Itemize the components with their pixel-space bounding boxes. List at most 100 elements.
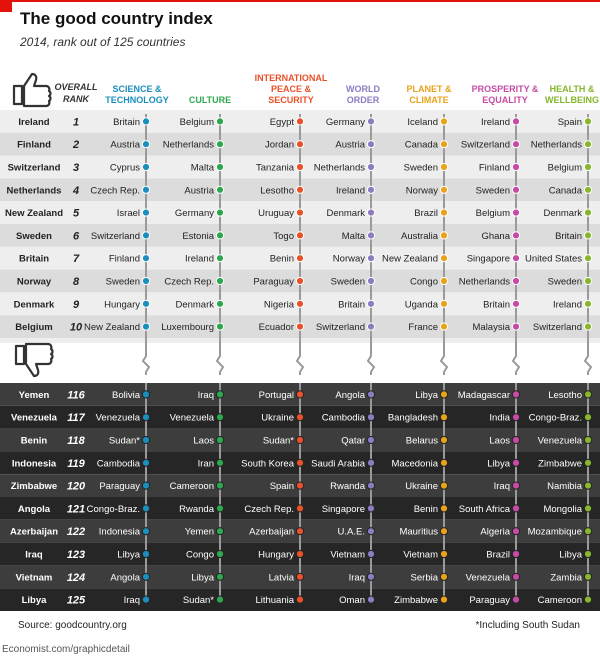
chart-title: The good country index [20,9,213,28]
top-dot-health [583,231,593,240]
bottom-rank: 122 [67,526,85,538]
bottom-dot-science [141,413,151,422]
bottom-entry-world: Angola [335,390,365,401]
top-country-name: Sweden [16,231,52,242]
category-header-culture: CULTURE [189,95,231,105]
top-entry-international: Ecuador [259,322,294,333]
top-dot-science [141,276,151,286]
bottom-entry-planet: Benin [414,504,438,515]
bottom-dot-culture [215,435,225,445]
top-entry-planet: Australia [401,231,439,242]
bottom-dot-world [366,481,376,490]
bottom-entry-science: Sudan* [109,436,140,447]
top-entry-world: Malta [342,231,366,242]
top-country-name: Belgium [15,322,52,333]
bottom-entry-culture: Rwanda [179,504,215,515]
top-entry-culture: Germany [175,208,214,219]
top-dot-international [295,162,305,172]
top-entry-science: Finland [109,254,140,265]
bottom-dot-international [295,413,305,422]
top-rule [0,0,600,2]
top-dot-health [583,254,593,263]
top-dot-world [366,185,376,194]
top-entry-science: Austria [110,140,140,151]
top-country-name: Switzerland [8,163,61,174]
bottom-entry-science: Congo-Braz. [87,504,140,515]
bottom-dot-health [583,435,593,445]
bottom-country-name: Iraq [25,550,43,561]
top-entry-health: Britain [555,231,582,242]
top-dot-world [366,254,376,263]
bottom-entry-culture: Venezuela [170,413,215,424]
brand-mark [0,0,12,12]
bottom-entry-international: Hungary [258,550,294,561]
bottom-entry-world: Saudi Arabia [311,458,366,469]
top-dot-health [583,322,593,331]
column-break-science [141,340,151,375]
bottom-country-name: Indonesia [12,458,57,469]
top-entry-prosperity: Ireland [481,117,510,128]
bottom-entry-planet: Libya [415,390,438,401]
bottom-entry-science: Paraguay [99,481,140,492]
top-dot-health [583,162,593,172]
bottom-entry-prosperity: Iraq [494,481,510,492]
top-entry-culture: Czech Rep. [164,277,214,288]
bottom-entry-prosperity: Madagascar [458,390,510,401]
bottom-entry-prosperity: Brazil [486,550,510,561]
top-entry-culture: Austria [184,185,214,196]
bottom-entry-health: Congo-Braz. [529,413,582,424]
top-dot-prosperity [511,208,521,217]
bottom-entry-science: Venezuela [96,413,141,424]
top-dot-prosperity [511,140,521,149]
bottom-entry-international: South Korea [241,458,295,469]
chart-subtitle: 2014, rank out of 125 countries [20,35,186,49]
bottom-entry-world: Oman [339,595,365,606]
bottom-entry-international: Spain [270,481,294,492]
top-dot-science [141,208,151,217]
bottom-entry-culture: Sudan* [183,595,214,606]
bottom-entry-international: Azerbaijan [249,527,294,538]
bottom-entry-science: Bolivia [112,390,141,401]
top-rank: 1 [73,116,79,128]
top-dot-planet [439,117,449,126]
top-dot-world [366,231,376,240]
bottom-dot-health [583,549,593,559]
bottom-entry-science: Angola [110,572,140,583]
bottom-dot-health [583,481,593,490]
top-dot-prosperity [511,185,521,194]
top-entry-prosperity: Netherlands [459,277,510,288]
bottom-dot-science [141,481,151,490]
bottom-dot-prosperity [511,527,521,536]
top-dot-world [366,117,376,126]
category-header-science: SCIENCE & [112,84,162,94]
top-dot-international [295,231,305,240]
bottom-entry-science: Iraq [124,595,140,606]
bottom-entry-planet: Mauritius [399,527,438,538]
bottom-entry-planet: Belarus [406,436,438,447]
bottom-entry-planet: Bangladesh [388,413,438,424]
category-header-world: WORLD [346,84,380,94]
top-entry-health: Belgium [548,163,582,174]
top-dot-health [583,140,593,149]
top-entry-international: Egypt [270,117,295,128]
top-dot-planet [439,231,449,240]
top-rank: 8 [73,276,80,288]
top-entry-planet: Brazil [414,208,438,219]
bottom-dot-international [295,435,305,445]
top-entry-culture: Belgium [180,117,214,128]
top-entry-culture: Estonia [182,231,214,242]
bottom-dot-prosperity [511,458,521,467]
top-entry-health: Switzerland [533,322,582,333]
bottom-entry-world: Singapore [322,504,365,515]
top-entry-world: Switzerland [316,322,365,333]
bottom-dot-world [366,390,376,399]
column-break-international [295,340,305,375]
top-dot-world [366,322,376,331]
top-dot-international [295,140,305,149]
top-dot-world [366,208,376,217]
top-dot-prosperity [511,299,521,308]
top-dot-science [141,140,151,149]
bottom-entry-culture: Libya [191,572,214,583]
bottom-country-name: Zimbabwe [11,481,57,492]
top-entry-world: Austria [335,140,365,151]
